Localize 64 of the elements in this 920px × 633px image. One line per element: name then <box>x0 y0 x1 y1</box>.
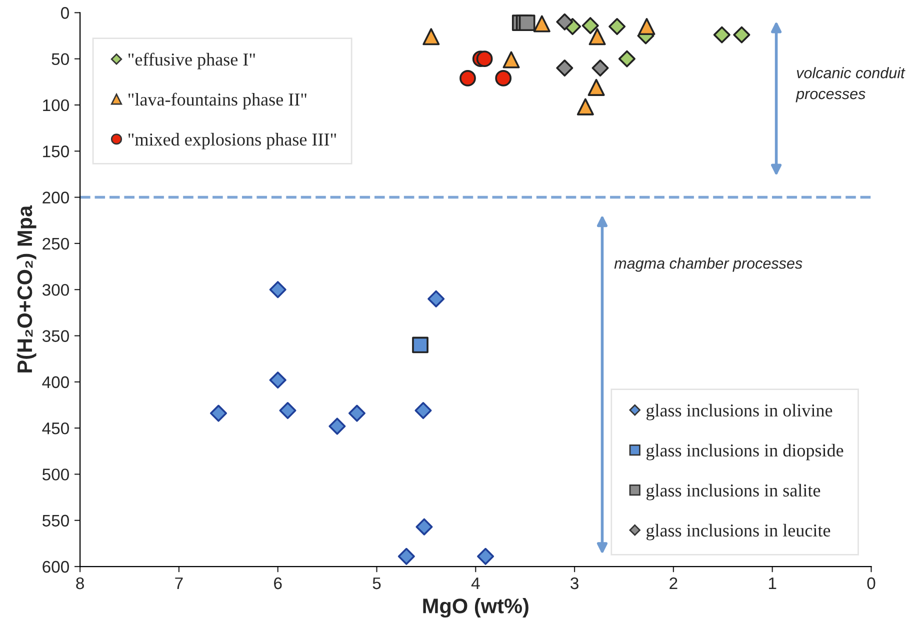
x-tick-label: 4 <box>471 578 480 590</box>
point <box>477 548 494 565</box>
y-tick-label: 50 <box>52 53 69 66</box>
y-tick-label: 550 <box>42 514 69 527</box>
point <box>460 70 476 86</box>
point <box>588 78 605 96</box>
point <box>279 402 296 420</box>
y-tick-label: 400 <box>42 376 69 388</box>
y-tick-label: 250 <box>42 238 69 250</box>
point <box>592 60 609 77</box>
point <box>269 281 286 298</box>
point <box>533 15 550 32</box>
legend-label: "effusive phase I" <box>128 52 255 70</box>
point <box>398 548 415 565</box>
point <box>608 18 626 36</box>
point <box>416 518 433 536</box>
point <box>210 404 228 422</box>
y-tick-label: 300 <box>42 284 69 296</box>
x-axis-title: MgO (wt%) <box>423 598 528 618</box>
point <box>269 372 286 389</box>
legend-label: glass inclusions in olivine <box>646 404 832 420</box>
x-tick-label: 8 <box>76 577 84 590</box>
legend-label: "lava-fountains phase II" <box>128 92 306 110</box>
point <box>422 28 440 46</box>
point <box>414 402 432 420</box>
point <box>588 28 606 46</box>
point <box>638 18 656 36</box>
y-tick-label: 350 <box>42 330 69 342</box>
annotation: volcanic conduit processes <box>796 67 906 102</box>
y-tick-label: 500 <box>42 468 69 480</box>
y-tick-label: 200 <box>42 192 69 204</box>
legend-label: glass inclusions in salite <box>646 484 820 500</box>
x-tick-label: 2 <box>670 577 678 590</box>
legend-label: glass inclusions in diopside <box>646 444 844 460</box>
y-tick-label: 150 <box>43 146 69 158</box>
x-tick-label: 7 <box>175 578 183 590</box>
legend-label: glass inclusions in leucite <box>646 524 830 540</box>
point <box>556 13 574 30</box>
x-tick-label: 0 <box>867 577 876 590</box>
x-tick-label: 3 <box>570 577 578 590</box>
point <box>495 70 512 86</box>
y-tick-label: 450 <box>42 422 69 434</box>
point <box>733 26 750 44</box>
y-axis-title: P(H₂O+CO₂) Mpa <box>16 205 36 372</box>
point <box>328 418 346 435</box>
point <box>518 14 536 32</box>
x-tick-label: 5 <box>372 578 381 590</box>
x-tick-label: 1 <box>768 578 776 590</box>
point <box>556 60 574 77</box>
point <box>582 17 599 34</box>
legend-label: "mixed explosions phase III" <box>128 132 336 150</box>
point <box>476 50 493 68</box>
annotation: magma chamber processes <box>614 258 802 272</box>
y-tick-label: 600 <box>42 560 69 573</box>
point <box>713 26 730 44</box>
x-tick-label: 6 <box>274 577 282 590</box>
y-tick-label: 0 <box>61 7 69 19</box>
point <box>348 404 366 422</box>
point <box>618 50 636 68</box>
y-tick-label: 100 <box>43 99 69 112</box>
point <box>502 51 520 68</box>
point <box>428 290 445 308</box>
point <box>412 336 428 354</box>
point <box>576 98 594 116</box>
